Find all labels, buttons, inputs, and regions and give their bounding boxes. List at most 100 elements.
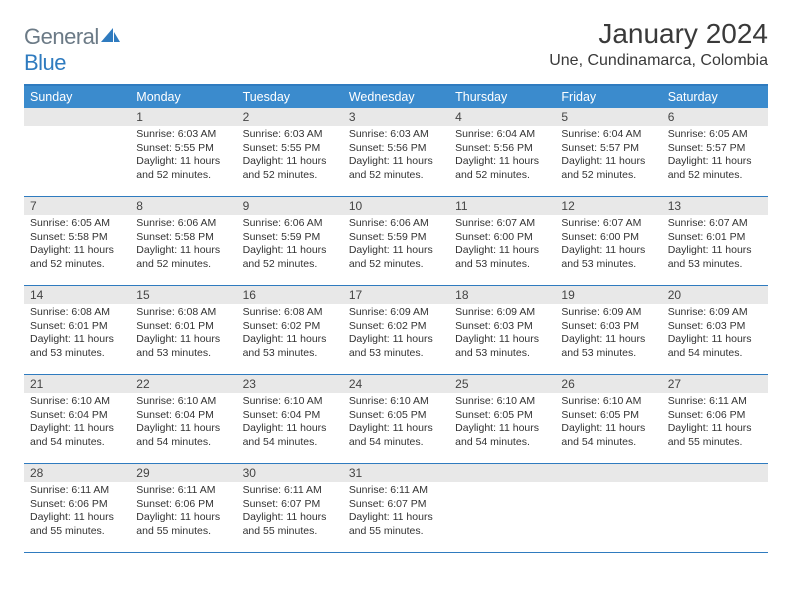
day-body: Sunrise: 6:06 AMSunset: 5:59 PMDaylight:… bbox=[343, 215, 449, 276]
sunrise-line: Sunrise: 6:05 AM bbox=[668, 128, 762, 142]
day-body: Sunrise: 6:09 AMSunset: 6:02 PMDaylight:… bbox=[343, 304, 449, 365]
calendar-cell: 17Sunrise: 6:09 AMSunset: 6:02 PMDayligh… bbox=[343, 286, 449, 374]
dow-saturday: Saturday bbox=[662, 86, 768, 108]
daylight-line: Daylight: 11 hours and 53 minutes. bbox=[30, 333, 124, 360]
calendar-cell: 14Sunrise: 6:08 AMSunset: 6:01 PMDayligh… bbox=[24, 286, 130, 374]
day-body: Sunrise: 6:11 AMSunset: 6:06 PMDaylight:… bbox=[662, 393, 768, 454]
sunset-line: Sunset: 5:56 PM bbox=[455, 142, 549, 156]
calendar-cell-empty bbox=[24, 108, 130, 196]
dow-sunday: Sunday bbox=[24, 86, 130, 108]
daylight-line: Daylight: 11 hours and 53 minutes. bbox=[455, 333, 549, 360]
day-body: Sunrise: 6:10 AMSunset: 6:04 PMDaylight:… bbox=[237, 393, 343, 454]
calendar-cell: 9 Sunrise: 6:06 AMSunset: 5:59 PMDaylight… bbox=[237, 197, 343, 285]
daylight-line: Daylight: 11 hours and 52 minutes. bbox=[136, 155, 230, 182]
calendar-cell: 11Sunrise: 6:07 AMSunset: 6:00 PMDayligh… bbox=[449, 197, 555, 285]
day-body: Sunrise: 6:09 AMSunset: 6:03 PMDaylight:… bbox=[662, 304, 768, 365]
sunset-line: Sunset: 5:59 PM bbox=[243, 231, 337, 245]
header: GeneralBlue January 2024 Une, Cundinamar… bbox=[24, 18, 768, 76]
day-number: 17 bbox=[343, 286, 449, 304]
day-body: Sunrise: 6:11 AMSunset: 6:07 PMDaylight:… bbox=[343, 482, 449, 543]
sunrise-line: Sunrise: 6:10 AM bbox=[243, 395, 337, 409]
day-body: Sunrise: 6:05 AMSunset: 5:57 PMDaylight:… bbox=[662, 126, 768, 187]
sunset-line: Sunset: 5:59 PM bbox=[349, 231, 443, 245]
day-number: 4 bbox=[449, 108, 555, 126]
day-number: 9 bbox=[237, 197, 343, 215]
week-row: 21Sunrise: 6:10 AMSunset: 6:04 PMDayligh… bbox=[24, 375, 768, 464]
daylight-line: Daylight: 11 hours and 54 minutes. bbox=[243, 422, 337, 449]
sunrise-line: Sunrise: 6:09 AM bbox=[455, 306, 549, 320]
sunset-line: Sunset: 6:07 PM bbox=[243, 498, 337, 512]
sunset-line: Sunset: 6:01 PM bbox=[136, 320, 230, 334]
sunset-line: Sunset: 6:01 PM bbox=[30, 320, 124, 334]
day-body: Sunrise: 6:04 AMSunset: 5:56 PMDaylight:… bbox=[449, 126, 555, 187]
logo-sail-icon bbox=[99, 24, 121, 50]
sunrise-line: Sunrise: 6:08 AM bbox=[136, 306, 230, 320]
day-number: 20 bbox=[662, 286, 768, 304]
sunset-line: Sunset: 6:03 PM bbox=[455, 320, 549, 334]
day-body: Sunrise: 6:08 AMSunset: 6:01 PMDaylight:… bbox=[130, 304, 236, 365]
day-body: Sunrise: 6:07 AMSunset: 6:01 PMDaylight:… bbox=[662, 215, 768, 276]
day-body: Sunrise: 6:11 AMSunset: 6:06 PMDaylight:… bbox=[24, 482, 130, 543]
daylight-line: Daylight: 11 hours and 55 minutes. bbox=[30, 511, 124, 538]
calendar-cell: 4Sunrise: 6:04 AMSunset: 5:56 PMDaylight… bbox=[449, 108, 555, 196]
sunset-line: Sunset: 6:06 PM bbox=[668, 409, 762, 423]
calendar-cell: 30Sunrise: 6:11 AMSunset: 6:07 PMDayligh… bbox=[237, 464, 343, 552]
sunrise-line: Sunrise: 6:08 AM bbox=[243, 306, 337, 320]
calendar-cell-empty bbox=[662, 464, 768, 552]
calendar-cell: 28Sunrise: 6:11 AMSunset: 6:06 PMDayligh… bbox=[24, 464, 130, 552]
daylight-line: Daylight: 11 hours and 55 minutes. bbox=[136, 511, 230, 538]
calendar-cell: 18Sunrise: 6:09 AMSunset: 6:03 PMDayligh… bbox=[449, 286, 555, 374]
sunset-line: Sunset: 6:06 PM bbox=[30, 498, 124, 512]
day-number: 24 bbox=[343, 375, 449, 393]
sunrise-line: Sunrise: 6:08 AM bbox=[30, 306, 124, 320]
day-number: 26 bbox=[555, 375, 661, 393]
calendar-cell: 21Sunrise: 6:10 AMSunset: 6:04 PMDayligh… bbox=[24, 375, 130, 463]
daylight-line: Daylight: 11 hours and 54 minutes. bbox=[668, 333, 762, 360]
sunrise-line: Sunrise: 6:03 AM bbox=[136, 128, 230, 142]
day-number: 7 bbox=[24, 197, 130, 215]
day-body: Sunrise: 6:09 AMSunset: 6:03 PMDaylight:… bbox=[555, 304, 661, 365]
calendar-cell: 16Sunrise: 6:08 AMSunset: 6:02 PMDayligh… bbox=[237, 286, 343, 374]
day-number: 3 bbox=[343, 108, 449, 126]
daylight-line: Daylight: 11 hours and 52 minutes. bbox=[349, 155, 443, 182]
calendar-cell: 27Sunrise: 6:11 AMSunset: 6:06 PMDayligh… bbox=[662, 375, 768, 463]
sunrise-line: Sunrise: 6:07 AM bbox=[561, 217, 655, 231]
day-number: 28 bbox=[24, 464, 130, 482]
sunset-line: Sunset: 5:57 PM bbox=[668, 142, 762, 156]
calendar-cell: 19Sunrise: 6:09 AMSunset: 6:03 PMDayligh… bbox=[555, 286, 661, 374]
daylight-line: Daylight: 11 hours and 55 minutes. bbox=[349, 511, 443, 538]
calendar-cell: 10Sunrise: 6:06 AMSunset: 5:59 PMDayligh… bbox=[343, 197, 449, 285]
sunset-line: Sunset: 6:05 PM bbox=[455, 409, 549, 423]
day-body: Sunrise: 6:08 AMSunset: 6:02 PMDaylight:… bbox=[237, 304, 343, 365]
calendar-cell: 20Sunrise: 6:09 AMSunset: 6:03 PMDayligh… bbox=[662, 286, 768, 374]
logo-text: GeneralBlue bbox=[24, 24, 121, 76]
sunrise-line: Sunrise: 6:06 AM bbox=[243, 217, 337, 231]
day-number: 23 bbox=[237, 375, 343, 393]
daylight-line: Daylight: 11 hours and 54 minutes. bbox=[349, 422, 443, 449]
logo: GeneralBlue bbox=[24, 18, 121, 76]
sunrise-line: Sunrise: 6:09 AM bbox=[349, 306, 443, 320]
daylight-line: Daylight: 11 hours and 54 minutes. bbox=[30, 422, 124, 449]
daylight-line: Daylight: 11 hours and 53 minutes. bbox=[136, 333, 230, 360]
day-body: Sunrise: 6:10 AMSunset: 6:04 PMDaylight:… bbox=[24, 393, 130, 454]
day-body: Sunrise: 6:03 AMSunset: 5:55 PMDaylight:… bbox=[130, 126, 236, 187]
daylight-line: Daylight: 11 hours and 52 minutes. bbox=[668, 155, 762, 182]
daylight-line: Daylight: 11 hours and 52 minutes. bbox=[243, 244, 337, 271]
day-number: 2 bbox=[237, 108, 343, 126]
calendar-cell: 13Sunrise: 6:07 AMSunset: 6:01 PMDayligh… bbox=[662, 197, 768, 285]
day-number: 27 bbox=[662, 375, 768, 393]
daylight-line: Daylight: 11 hours and 54 minutes. bbox=[136, 422, 230, 449]
day-number: 30 bbox=[237, 464, 343, 482]
sunrise-line: Sunrise: 6:11 AM bbox=[243, 484, 337, 498]
dow-wednesday: Wednesday bbox=[343, 86, 449, 108]
sunset-line: Sunset: 6:03 PM bbox=[561, 320, 655, 334]
day-body: Sunrise: 6:07 AMSunset: 6:00 PMDaylight:… bbox=[555, 215, 661, 276]
daylight-line: Daylight: 11 hours and 53 minutes. bbox=[455, 244, 549, 271]
sunrise-line: Sunrise: 6:04 AM bbox=[455, 128, 549, 142]
sunrise-line: Sunrise: 6:06 AM bbox=[349, 217, 443, 231]
week-row: 28Sunrise: 6:11 AMSunset: 6:06 PMDayligh… bbox=[24, 464, 768, 553]
day-number: 13 bbox=[662, 197, 768, 215]
day-body: Sunrise: 6:04 AMSunset: 5:57 PMDaylight:… bbox=[555, 126, 661, 187]
dow-monday: Monday bbox=[130, 86, 236, 108]
day-number: 16 bbox=[237, 286, 343, 304]
